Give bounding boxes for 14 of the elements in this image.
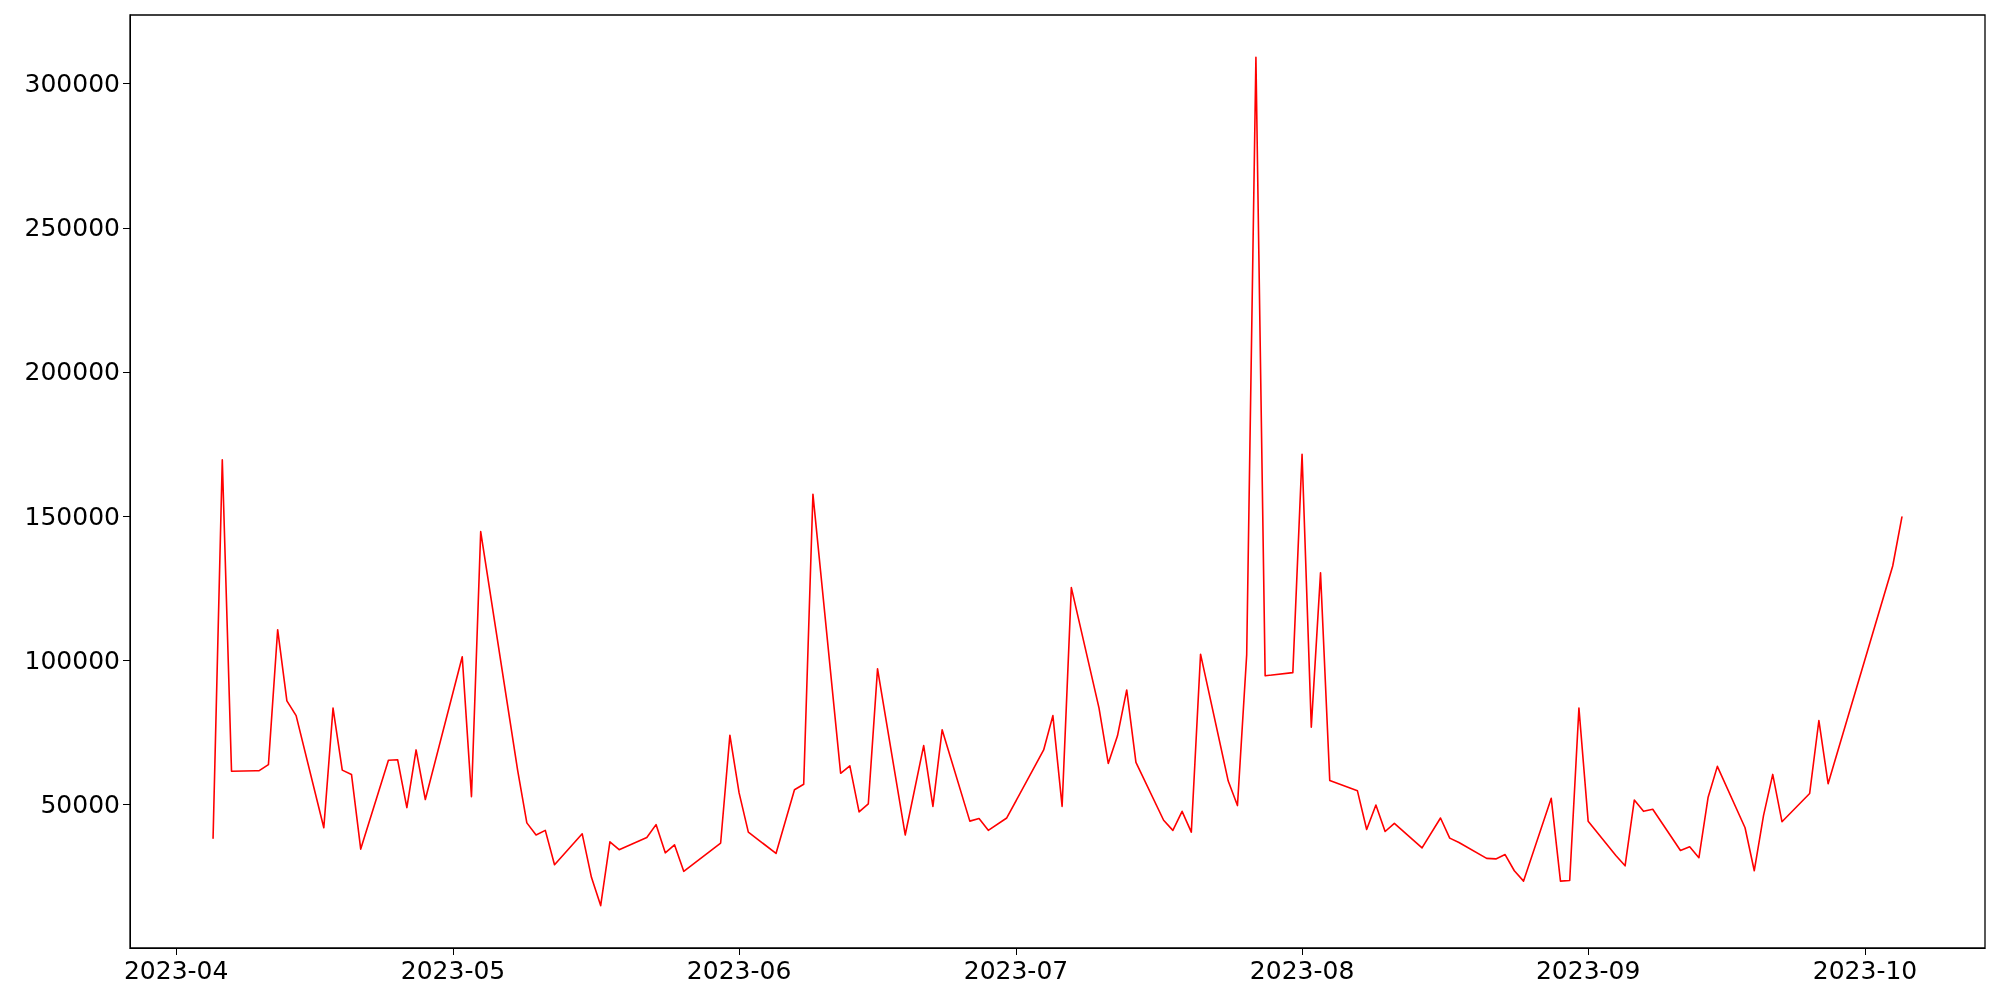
line-series [212,56,1903,907]
x-tick-label: 2023-04 [123,956,229,985]
x-tick-label: 2023-08 [1249,956,1355,985]
y-tick-label: 100000 [24,645,120,675]
y-tick-label: 50000 [40,789,120,819]
x-tick-label: 2023-05 [400,956,506,985]
y-tick-label: 150000 [24,501,120,531]
y-tick-label: 250000 [24,213,120,243]
y-tick-label: 200000 [24,357,120,387]
x-tick-label: 2023-06 [686,956,792,985]
y-tick-label: 300000 [24,69,120,99]
x-tick-label: 2023-10 [1812,956,1918,985]
x-tick-label: 2023-09 [1535,956,1641,985]
x-tick-label: 2023-07 [963,956,1069,985]
